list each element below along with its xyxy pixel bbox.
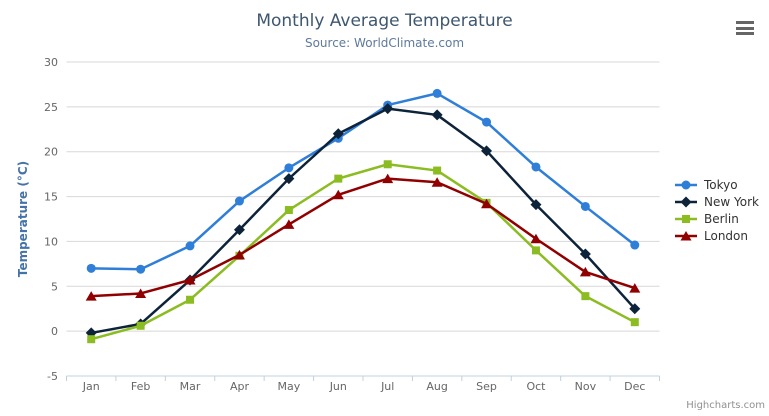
series-line-tokyo [91,92,636,271]
data-point-tokyo-mar[interactable] [185,241,195,251]
data-point-london-nov[interactable] [579,266,591,277]
data-point-tokyo-jan[interactable] [86,263,96,273]
x-axis-label: Apr [230,380,250,393]
data-point-tokyo-sep[interactable] [482,117,492,127]
legend: Tokyo New York Berlin London [675,176,759,244]
series-line-berlin [90,163,636,341]
x-axis-label: Dec [624,380,645,393]
data-point-berlin-dec[interactable] [630,318,639,327]
legend-marker-london [680,230,692,240]
x-axis-label: May [278,380,301,393]
y-axis-label: 0 [51,325,58,338]
legend-label: Berlin [704,211,739,226]
x-axis-label: Sep [476,380,497,393]
data-point-london-jul[interactable] [382,173,394,184]
legend-label: Tokyo [704,177,738,192]
data-point-berlin-mar[interactable] [186,295,195,304]
hamburger-bar [736,21,754,24]
data-point-tokyo-may[interactable] [284,163,294,173]
x-axis-label: Jan [82,380,100,393]
data-point-london-dec[interactable] [629,283,641,293]
chart-subtitle: Source: WorldClimate.com [304,36,465,50]
data-point-tokyo-feb[interactable] [136,264,146,274]
data-point-tokyo-aug[interactable] [432,88,442,98]
x-axis-label: Aug [426,380,447,393]
data-point-tokyo-dec[interactable] [630,240,640,250]
x-axis-label: Nov [575,380,597,393]
x-axis-label: Jul [380,380,394,393]
data-point-new-york-aug[interactable] [431,109,443,121]
x-axis-label: Mar [180,380,201,393]
y-axis-label: 25 [44,101,58,114]
circle-icon [675,180,697,189]
legend-marker-new-york [680,196,692,207]
triangle-icon [675,230,697,240]
diamond-icon [675,196,697,207]
series-line-new-york [90,107,636,335]
data-point-london-aug[interactable] [431,177,443,187]
data-point-new-york-dec[interactable] [629,303,641,315]
x-axis-label: Feb [131,380,150,393]
legend-item-new-york[interactable]: New York [675,193,759,210]
y-axis-label: -5 [47,370,58,383]
x-axis-label: Jun [329,380,347,393]
legend-marker-berlin [682,214,690,223]
data-point-new-york-jul[interactable] [382,103,394,115]
y-axis-label: 30 [44,56,58,69]
data-point-new-york-nov[interactable] [579,248,591,260]
data-point-berlin-nov[interactable] [581,292,590,301]
y-axis-label: 15 [44,191,58,204]
y-axis-label: 10 [44,235,58,248]
square-icon [675,214,697,223]
data-point-tokyo-nov[interactable] [580,201,590,211]
data-point-tokyo-oct[interactable] [531,162,541,172]
data-point-london-apr[interactable] [233,249,245,260]
data-point-new-york-oct[interactable] [530,199,542,211]
legend-label: New York [704,194,759,209]
data-point-london-mar[interactable] [184,275,196,285]
y-axis-label: 20 [44,146,58,159]
data-point-berlin-oct[interactable] [531,246,540,255]
data-point-new-york-may[interactable] [283,173,295,185]
data-point-berlin-jan[interactable] [87,335,96,344]
data-point-london-jun[interactable] [332,189,344,200]
hamburger-bar [736,26,754,30]
chart-title: Monthly Average Temperature [256,11,513,31]
y-axis-label: 5 [51,280,58,293]
data-point-tokyo-apr[interactable] [234,196,244,206]
highcharts-credit-link[interactable]: Highcharts.com [686,400,765,411]
data-point-berlin-jun[interactable] [334,174,343,183]
data-point-berlin-jul[interactable] [383,160,392,169]
data-point-berlin-may[interactable] [284,206,293,215]
series-line-london [91,177,636,298]
data-point-london-feb[interactable] [135,288,147,298]
legend-item-london[interactable]: London [675,227,759,244]
hamburger-icon[interactable] [736,21,754,35]
data-point-new-york-apr[interactable] [233,224,245,236]
data-point-berlin-aug[interactable] [433,166,442,175]
data-point-london-sep[interactable] [481,198,493,209]
x-axis-label: Oct [526,380,546,393]
data-point-new-york-jun[interactable] [332,128,344,140]
hamburger-bar [736,32,754,35]
data-point-london-jan[interactable] [85,291,97,301]
legend-label: London [704,228,748,243]
legend-marker-tokyo [681,180,691,189]
legend-item-berlin[interactable]: Berlin [675,210,759,227]
data-point-new-york-sep[interactable] [481,145,493,157]
data-point-berlin-feb[interactable] [136,321,145,330]
data-point-london-oct[interactable] [530,233,542,244]
legend-item-tokyo[interactable]: Tokyo [675,176,759,193]
data-point-london-may[interactable] [283,219,295,229]
